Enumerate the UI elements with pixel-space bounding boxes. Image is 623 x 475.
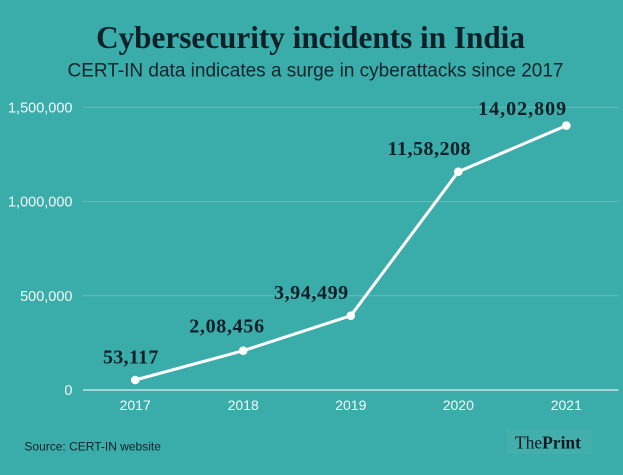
svg-text:1,500,000: 1,500,000 (8, 100, 73, 116)
svg-text:500,000: 500,000 (20, 289, 72, 305)
svg-text:14,02,809: 14,02,809 (478, 98, 567, 120)
svg-text:2017: 2017 (120, 397, 151, 413)
svg-text:CERT-IN data indicates a surge: CERT-IN data indicates a surge in cybera… (67, 61, 563, 82)
svg-text:1,000,000: 1,000,000 (8, 195, 73, 211)
svg-text:Cybersecurity incidents in Ind: Cybersecurity incidents in India (96, 20, 525, 55)
svg-text:Source: CERT-IN website: Source: CERT-IN website (24, 440, 161, 454)
svg-text:2021: 2021 (551, 397, 582, 413)
svg-text:11,58,208: 11,58,208 (388, 138, 471, 160)
svg-text:2018: 2018 (228, 397, 259, 413)
svg-text:2019: 2019 (335, 397, 366, 413)
svg-text:ThePrint: ThePrint (515, 433, 581, 453)
svg-text:2020: 2020 (443, 397, 474, 413)
svg-text:53,117: 53,117 (103, 346, 159, 368)
svg-text:3,94,499: 3,94,499 (274, 282, 349, 304)
svg-text:2,08,456: 2,08,456 (189, 315, 265, 337)
svg-text:0: 0 (64, 383, 72, 399)
